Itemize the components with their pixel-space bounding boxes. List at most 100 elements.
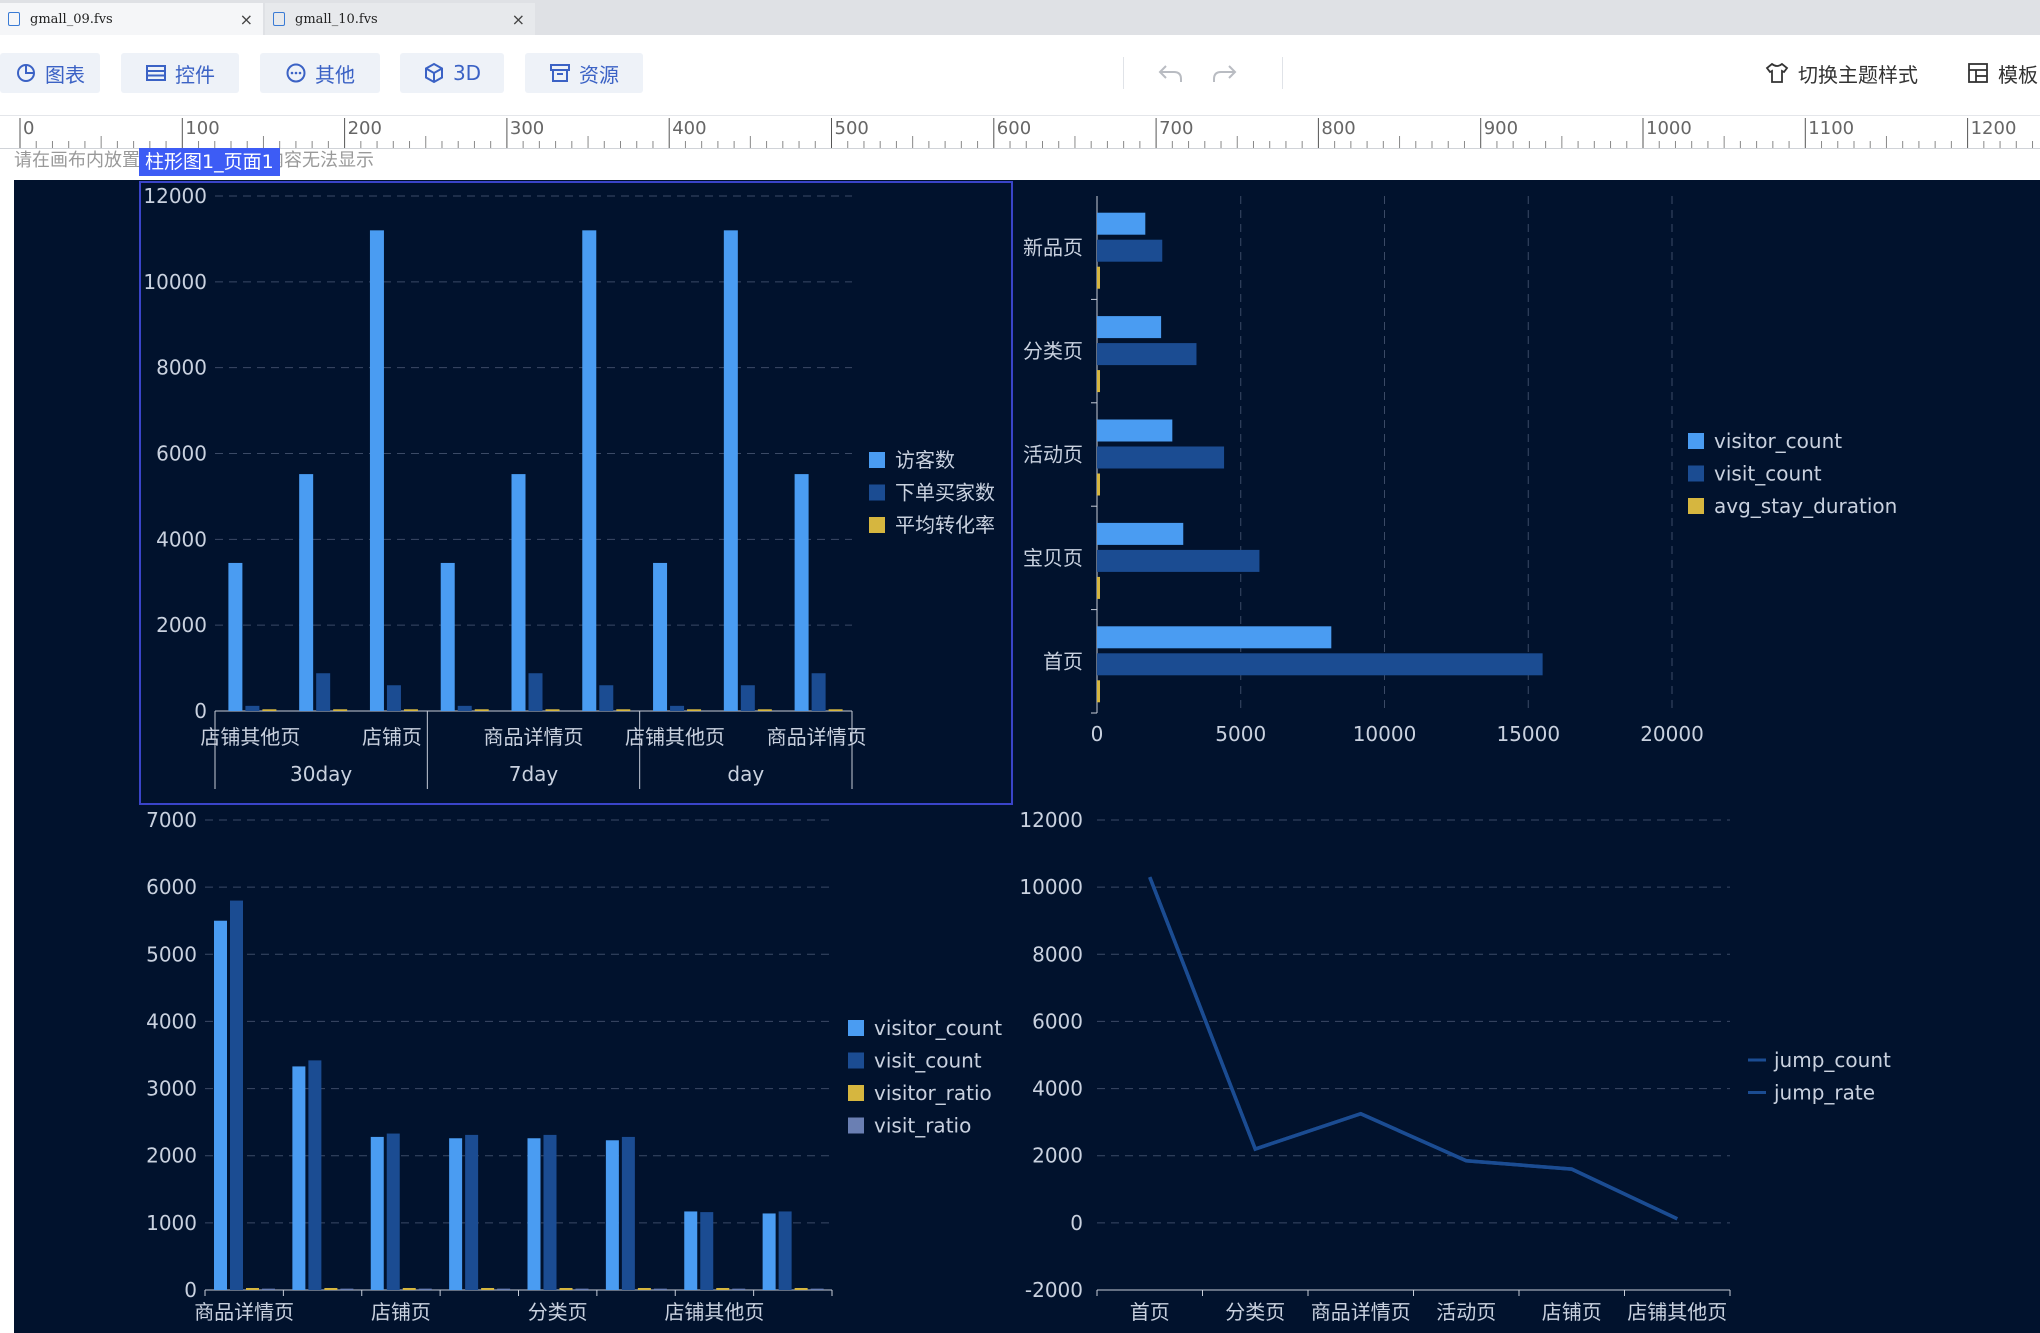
x-tick-label: 分类页 <box>1225 1300 1285 1324</box>
legend-label: visitor_count <box>874 1016 1002 1040</box>
template-icon <box>1968 63 1988 83</box>
bar <box>545 709 560 711</box>
file-icon <box>273 12 285 26</box>
x-tick-label: 商品详情页 <box>767 725 867 749</box>
bar <box>1097 239 1163 262</box>
x-tick-label: 5000 <box>1215 722 1266 746</box>
chart-jump-line[interactable]: -2000 0 2000 4000 6000 8000 10000 12000 首页 分类页 商品详… <box>1019 808 1891 1324</box>
bar <box>228 562 243 711</box>
x-tick-label: 店铺页 <box>362 725 422 749</box>
y-tick-label: 5000 <box>146 942 197 966</box>
x-tick-label: 店铺其他页 <box>664 1300 764 1324</box>
bar <box>316 673 331 711</box>
template-button[interactable]: 模板 <box>1966 53 2038 93</box>
widget-icon <box>146 65 166 81</box>
bar <box>810 1288 824 1290</box>
dashboard-canvas <box>14 180 2040 1333</box>
other-button-label: 其他 <box>315 62 355 87</box>
y-tick-label: 4000 <box>156 527 207 551</box>
bar <box>214 920 227 1290</box>
x-tick-label: 店铺其他页 <box>1627 1300 1727 1324</box>
legend-swatch <box>869 452 885 468</box>
bar <box>511 474 526 711</box>
undo-icon[interactable] <box>1157 61 1185 87</box>
bar <box>828 709 843 711</box>
legend-swatch <box>848 1085 864 1101</box>
ruler-label: 700 <box>1159 118 1193 139</box>
bar <box>370 1136 384 1290</box>
resource-button[interactable]: 资源 <box>525 53 643 93</box>
bar <box>794 474 809 711</box>
bar <box>757 709 772 711</box>
bar <box>246 1287 259 1290</box>
bar <box>527 1138 541 1290</box>
bar <box>723 230 738 712</box>
bar <box>1097 626 1332 649</box>
ruler-label: 1100 <box>1808 118 1854 139</box>
tab-bar: gmall_09.fvs × gmall_10.fvs × <box>0 0 2040 35</box>
x-tick-label: 首页 <box>1130 1300 1170 1324</box>
y-tick-label: 0 <box>1070 1211 1083 1235</box>
widget-button-label: 控件 <box>175 62 215 87</box>
bar <box>1097 370 1100 393</box>
selected-chart-label[interactable]: 柱形图1_页面1 <box>139 148 280 176</box>
ruler-label: 300 <box>510 118 544 139</box>
y-tick-label: 2000 <box>146 1144 197 1168</box>
chart-visitor-visit-ratio[interactable]: 0 1000 2000 3000 4000 5000 6000 7000 商品详情页 店铺页 分类页… <box>146 808 1002 1324</box>
tab-gmall-10[interactable]: gmall_10.fvs × <box>265 3 535 35</box>
other-button[interactable]: 其他 <box>260 53 380 93</box>
group-label: 30day <box>290 762 352 786</box>
ruler-label: 0 <box>23 118 34 139</box>
legend-label: 下单买家数 <box>895 481 995 505</box>
close-icon[interactable]: × <box>511 10 525 29</box>
chart-button-label: 图表 <box>45 62 85 87</box>
bar <box>1097 266 1100 289</box>
bar <box>230 900 243 1290</box>
bar <box>262 1288 275 1290</box>
legend-swatch <box>1688 498 1704 514</box>
bar <box>575 1288 589 1290</box>
bar <box>811 673 826 711</box>
tab-gmall-09[interactable]: gmall_09.fvs × <box>0 3 263 35</box>
legend-label: visitor_count <box>1714 429 1842 453</box>
redo-icon[interactable] <box>1210 61 1238 87</box>
x-tick-label: 店铺页 <box>371 1300 431 1324</box>
bar <box>700 1212 714 1290</box>
x-tick-label: 店铺页 <box>1542 1300 1602 1324</box>
switch-theme-button[interactable]: 切换主题样式 <box>1764 53 1918 93</box>
legend-swatch <box>848 1117 864 1134</box>
y-tick-label: 2000 <box>1032 1144 1083 1168</box>
bar <box>299 474 314 711</box>
chart-button[interactable]: 图表 <box>0 53 100 93</box>
group-label: 7day <box>509 762 559 786</box>
tab-label: gmall_10.fvs <box>295 11 378 27</box>
template-label: 模板 <box>1998 62 2038 87</box>
legend-label: 访客数 <box>895 448 955 472</box>
chart-visitors-by-page-period[interactable]: 0 2000 4000 6000 8000 10000 12000 店铺其他页 店铺页 商品详情页… <box>143 184 995 789</box>
tab-label: gmall_09.fvs <box>30 11 113 27</box>
cube-icon <box>424 62 443 84</box>
ruler-label: 200 <box>348 118 382 139</box>
y-tick-label: 10000 <box>143 270 207 294</box>
3d-button[interactable]: 3D <box>400 53 504 93</box>
close-icon[interactable]: × <box>239 10 253 29</box>
legend-label: 平均转化率 <box>895 513 995 537</box>
bar <box>684 1211 698 1290</box>
widget-button[interactable]: 控件 <box>121 53 239 93</box>
bar <box>1097 212 1146 235</box>
bar <box>762 1213 776 1290</box>
bar <box>449 1138 463 1290</box>
x-tick-label: 活动页 <box>1436 1300 1496 1324</box>
bar <box>653 562 668 711</box>
bar <box>653 1288 667 1290</box>
chart-page-visits-horizontal[interactable]: 0 5000 10000 15000 20000 首页 宝贝页 活动页 分类页 新品页 visito… <box>1023 196 1897 746</box>
bar <box>418 1288 432 1290</box>
y-tick-label: 0 <box>194 699 207 723</box>
bar <box>528 673 543 711</box>
legend-swatch <box>869 517 885 533</box>
legend-swatch <box>848 1020 864 1036</box>
bar <box>637 1287 651 1290</box>
legend-swatch <box>848 1052 864 1069</box>
bar <box>1097 316 1162 339</box>
